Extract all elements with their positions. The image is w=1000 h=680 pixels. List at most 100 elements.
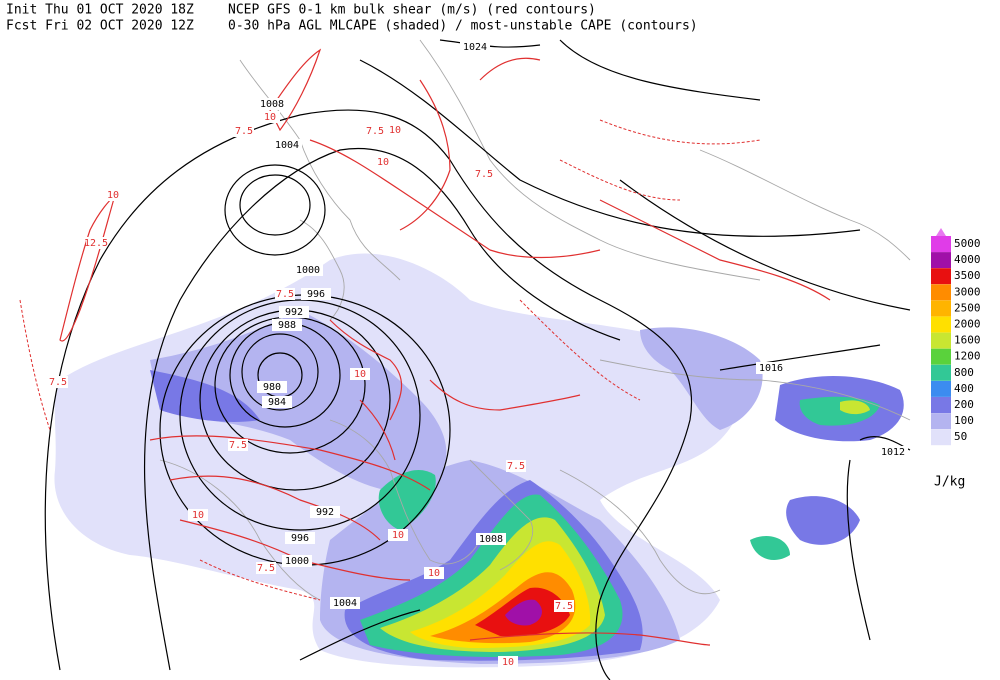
legend-swatch [931,268,951,285]
legend-swatch [931,348,951,365]
legend-swatch [931,300,951,317]
legend-swatch [931,236,951,252]
label-background [279,306,309,318]
label-background [506,460,526,472]
label-background [103,189,123,201]
shear-label: 7.5 [276,289,294,300]
shear-label: 10 [264,112,276,123]
shear-label: 7.5 [235,126,253,137]
legend-swatch [931,413,951,430]
label-background [330,597,360,609]
legend-unit: J/kg [934,475,965,490]
label-background [301,288,331,300]
label-background [48,376,68,388]
shear-label: 7.5 [475,169,493,180]
label-background [188,509,208,521]
label-background [365,125,385,137]
label-background [460,41,490,53]
pressure-label: 1008 [260,99,284,110]
pressure-label: 1016 [759,363,783,374]
legend-label: 400 [954,382,974,395]
label-background [293,264,323,276]
legend-label: 50 [954,430,967,443]
legend-label: 4000 [954,253,981,266]
legend-label: 3500 [954,269,981,282]
shear-label: 10 [389,125,401,136]
legend-label: 3000 [954,285,981,298]
shear-label: 10 [354,369,366,380]
label-background [256,562,276,574]
pressure-label: 1004 [333,598,357,609]
label-background [272,139,302,151]
label-background [310,506,340,518]
label-background [285,532,315,544]
pressure-label: 1000 [285,556,309,567]
shear-label: 7.5 [366,126,384,137]
legend-label: 1600 [954,334,981,347]
pressure-label: 1008 [479,534,503,545]
label-background [257,381,287,393]
label-background [234,125,254,137]
label-background [272,319,302,331]
label-background [554,600,574,612]
pressure-label: 1024 [463,42,487,53]
label-background [260,111,280,123]
coastlines [159,39,911,601]
label-background [282,555,312,567]
legend-swatch [931,284,951,301]
pressure-label: 984 [268,397,286,408]
shear-label: 7.5 [507,461,525,472]
title-line: 0-30 hPa AGL MLCAPE (shaded) / most-unst… [228,19,698,34]
shear-label: 12.5 [84,238,108,249]
label-background [388,529,408,541]
label-background [373,156,393,168]
label-background [228,439,248,451]
pressure-label: 980 [263,382,281,393]
pressure-label: 1012 [881,447,905,458]
shear-label: 7.5 [257,563,275,574]
legend-label: 5000 [954,237,981,250]
title-line: NCEP GFS 0-1 km bulk shear (m/s) (red co… [228,3,596,18]
shear-label: 10 [107,190,119,201]
init-time: Init Thu 01 OCT 2020 18Z [6,3,194,18]
label-background [350,368,370,380]
shear-label: 10 [428,568,440,579]
contour-labels: 1024 1008 1004 1000 996 992 988 980 984 1016 1012 9… [48,41,908,668]
label-background [498,656,518,668]
label-background [275,288,295,300]
pressure-label: 996 [307,289,325,300]
shear-label: 7.5 [49,377,67,388]
forecast-time: Fcst Fri 02 OCT 2020 12Z [6,19,194,34]
cape-shading [54,253,904,668]
label-background [262,396,292,408]
shear-label: 10 [377,157,389,168]
pressure-label: 988 [278,320,296,331]
pressure-label: 992 [316,507,334,518]
pressure-label: 992 [285,307,303,318]
pressure-label: 1004 [275,140,299,151]
pressure-label: 996 [291,533,309,544]
label-background [86,237,106,249]
legend-swatch [931,380,951,397]
legend-label: 800 [954,366,974,379]
pressure-label: 1000 [296,265,320,276]
shear-label: 10 [192,510,204,521]
legend-label: 200 [954,398,974,411]
shear-label: 10 [502,657,514,668]
legend-label: 2000 [954,318,981,331]
label-background [476,533,506,545]
legend-swatch [931,316,951,333]
legend-label: 100 [954,414,974,427]
legend-label: 2500 [954,301,981,314]
label-background [756,362,786,374]
label-background [385,124,405,136]
shear-label: 7.5 [555,601,573,612]
label-background [878,446,908,458]
legend-swatch [931,397,951,413]
shear-label: 7.5 [229,440,247,451]
legend-swatch [931,429,951,446]
legend-swatch [931,364,951,381]
label-background [257,98,287,110]
